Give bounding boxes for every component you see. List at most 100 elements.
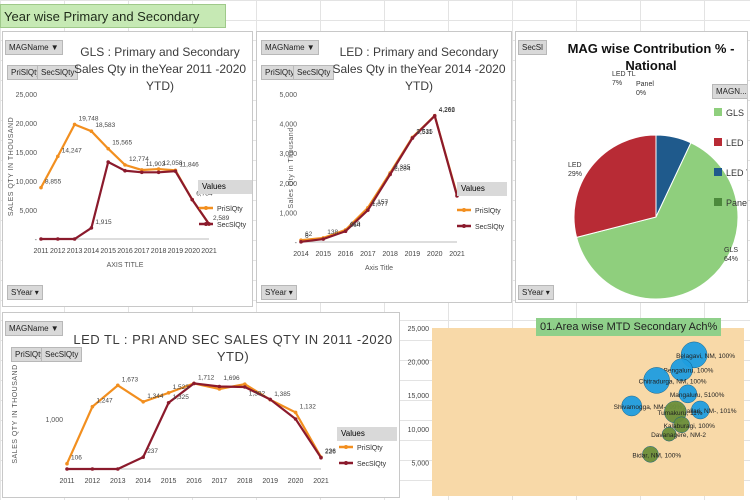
- ledtl-line-chart: 1,000 2011 2012 2013 2014 2015 2016 2017 2018 201…: [12, 364, 387, 485]
- syear-filter-button[interactable]: SYear ▾: [518, 285, 554, 300]
- data-point: [156, 167, 161, 171]
- data-label: 8,855: [45, 179, 62, 186]
- led-chart-panel[interactable]: MAGName ▼ PriSlQty SecSlQty LED : Primar…: [256, 31, 512, 303]
- legend-marker: [204, 222, 208, 226]
- data-point: [293, 417, 298, 421]
- bubble-label: Chitradurga, NM, 100%: [639, 378, 707, 385]
- magname-filter-button[interactable]: MAGName ▼: [5, 321, 63, 336]
- data-point: [56, 237, 60, 241]
- data-label: 1,385: [274, 391, 291, 398]
- y-tick-label: 1,000: [279, 210, 297, 217]
- gls-chart-panel[interactable]: MAGName ▼ PriSlQty SecSlQty GLS : Primar…: [2, 31, 253, 307]
- bubble-label: Belagavi, NM, 100%: [676, 353, 735, 360]
- y-tick-label: 5,000: [411, 460, 429, 467]
- data-point: [141, 455, 145, 459]
- data-label: 410: [350, 221, 361, 228]
- area-bubble-chart: 25,000 20,000 15,000 10,000 5,000 Belagavi, N…: [408, 326, 744, 496]
- legend-marker: [462, 208, 466, 212]
- legend-label-SecSlQty: SecSlQty: [357, 461, 387, 468]
- x-axis-label: Axis Title: [365, 265, 393, 272]
- data-label: 15,565: [112, 140, 132, 147]
- legend-swatch-panel: [714, 198, 722, 206]
- data-point: [366, 208, 370, 212]
- magn-filter-button[interactable]: MAGN... ▾: [712, 84, 747, 99]
- data-point: [410, 136, 415, 140]
- data-label: 237: [147, 448, 158, 455]
- secslqty-field-button[interactable]: SecSlQty: [41, 347, 83, 362]
- bubble-label: Mangaluru, 5100%: [670, 392, 725, 399]
- data-point: [123, 163, 127, 167]
- magname-filter-button[interactable]: MAGName ▼: [5, 40, 63, 55]
- data-label: 1,325: [173, 394, 190, 401]
- x-tick-label: 2017: [134, 248, 150, 255]
- magn-label: MAGN...: [716, 87, 747, 96]
- secsl-field-button[interactable]: SecSl: [518, 40, 547, 55]
- x-tick-label: 2011: [59, 478, 74, 485]
- legend-label-gls: GLS: [726, 108, 744, 118]
- data-point: [72, 122, 77, 127]
- area-bubble-panel[interactable]: 25,000 20,000 15,000 10,000 5,000 Belagavi, N…: [402, 312, 748, 498]
- data-point: [89, 129, 94, 134]
- x-tick-label: 2017: [212, 478, 228, 485]
- data-label: 14,247: [62, 147, 82, 154]
- x-tick-label: 2011: [33, 248, 48, 255]
- magname-filter-button[interactable]: MAGName ▼: [261, 40, 319, 55]
- x-tick-label: 2017: [360, 251, 376, 258]
- magname-label: MAGName: [265, 43, 305, 52]
- secslqty-field-button[interactable]: SecSlQty: [37, 65, 79, 80]
- data-point: [388, 172, 392, 177]
- legend-marker: [344, 445, 348, 449]
- data-point: [217, 384, 222, 389]
- data-point: [106, 160, 110, 164]
- syear-filter-button[interactable]: SYear ▾: [7, 285, 43, 300]
- legend-label-PriSlQty: PriSlQty: [475, 208, 501, 215]
- pie-label-percent: 29%: [568, 171, 582, 178]
- bubble: [673, 416, 690, 434]
- pie-label-percent: 0%: [636, 90, 646, 97]
- data-label: 2,335: [394, 164, 411, 171]
- data-label: 2,589: [213, 215, 230, 222]
- x-tick-label: 2020: [184, 248, 200, 255]
- data-point: [321, 237, 326, 241]
- mag-pie-panel[interactable]: SecSl MAG wise Contribution % - National…: [515, 31, 748, 303]
- data-label: 138: [327, 229, 338, 236]
- bubble-label: Tumakuru, 11%: [657, 410, 702, 417]
- data-label: 226: [325, 449, 336, 456]
- secslqty-field-button[interactable]: SecSlQty: [293, 65, 335, 80]
- bubble-label: Davanagere, NM-2: [651, 432, 706, 439]
- data-point: [217, 387, 222, 391]
- x-tick-label: 2018: [382, 251, 398, 258]
- data-point: [56, 154, 60, 159]
- y-tick-label: 15,000: [16, 150, 38, 157]
- syear-filter-button[interactable]: SYear ▾: [261, 285, 297, 300]
- data-label: 19,748: [79, 115, 99, 122]
- y-tick-label: 25,000: [16, 92, 38, 99]
- legend-label-led: LED: [726, 138, 744, 148]
- ledtl-chart-title: LED TL : PRI AND SEC SALES QTY IN 2011 -…: [73, 332, 393, 364]
- pie-slice-led: [573, 134, 657, 239]
- data-label: 11,846: [179, 161, 199, 168]
- x-tick-label: 2019: [262, 478, 278, 485]
- y-tick-label: 5,000: [279, 92, 297, 99]
- data-label: 1,392: [249, 390, 266, 397]
- x-tick-label: 2021: [313, 478, 329, 485]
- values-legend-title: Values: [198, 180, 252, 194]
- data-label: 2,284: [394, 165, 411, 172]
- data-point: [166, 400, 171, 405]
- led-chart-title: LED : Primary and Secondary Sales Qty in…: [332, 45, 506, 93]
- bubble: [678, 384, 698, 404]
- pie-chart-title: MAG wise Contribution % - National: [567, 41, 735, 73]
- data-label: 1,157: [372, 199, 389, 206]
- x-tick-label: 2012: [50, 248, 66, 255]
- x-tick-label: 2021: [449, 251, 465, 258]
- data-label: 364: [350, 222, 361, 229]
- data-point: [65, 467, 69, 471]
- data-label: 3,535: [416, 128, 433, 135]
- y-axis-label: SALES QTY IN THOUSAND: [8, 117, 15, 216]
- y-tick-label: 5,000: [19, 208, 37, 215]
- x-axis-label: AXIS TITLE: [107, 262, 144, 269]
- y-tick-label: -: [35, 237, 38, 244]
- data-point: [173, 169, 178, 173]
- ledtl-chart-panel[interactable]: MAGName ▼ PriSlQty SecSlQty LED TL : PRI…: [2, 312, 400, 498]
- data-point: [123, 168, 127, 173]
